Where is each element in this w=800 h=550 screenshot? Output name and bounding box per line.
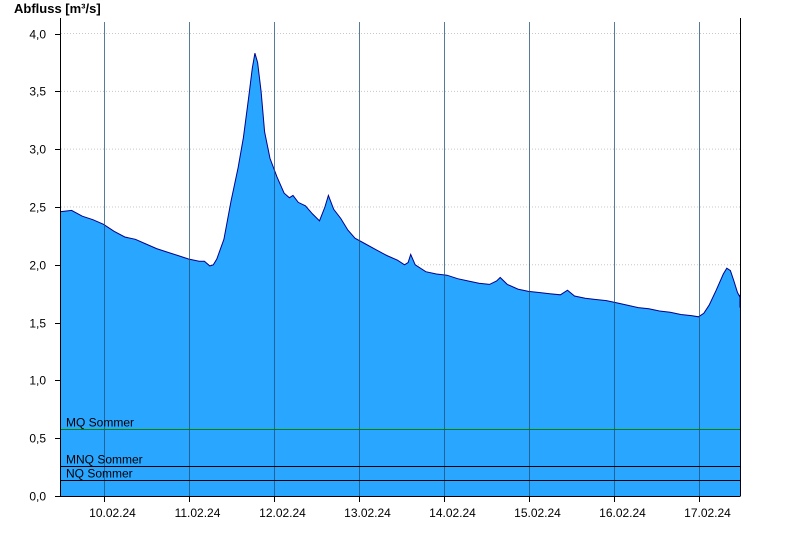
y-tick-label: 1,0 <box>29 374 46 388</box>
reference-label: MQ Sommer <box>66 416 134 430</box>
reference-label: MNQ Sommer <box>66 453 143 467</box>
y-ticks: 0,0 0,5 1,0 1,5 2,0 2,5 3,0 3,5 4,0 <box>29 28 61 504</box>
x-tick-label: 10.02.24 <box>89 506 136 520</box>
y-axis-label: Abfluss [m³/s] <box>14 1 101 16</box>
area-layer <box>60 53 741 496</box>
y-tick-label: 2,5 <box>29 201 46 215</box>
x-tick-label: 11.02.24 <box>175 506 221 520</box>
y-tick-label: 3,5 <box>29 85 46 99</box>
y-tick-label: 1,5 <box>29 317 46 331</box>
reference-label: NQ Sommer <box>66 467 133 481</box>
axes <box>60 18 741 497</box>
x-tick-label: 17.02.24 <box>684 506 731 520</box>
x-tick-label: 13.02.24 <box>344 506 391 520</box>
x-ticks: 10.02.24 11.02.24 12.02.24 13.02.24 14.02.24… <box>89 496 731 520</box>
x-tick-label: 14.02.24 <box>429 506 476 520</box>
x-tick-label: 15.02.24 <box>514 506 561 520</box>
y-tick-label: 3,0 <box>29 143 46 157</box>
y-tick-label: 4,0 <box>29 28 46 42</box>
day-separators <box>104 22 700 496</box>
y-tick-label: 0,5 <box>29 432 46 446</box>
x-tick-label: 12.02.24 <box>259 506 306 520</box>
x-tick-label: 16.02.24 <box>599 506 646 520</box>
discharge-area <box>61 53 740 496</box>
discharge-line <box>60 53 741 318</box>
y-tick-label: 2,0 <box>29 259 46 273</box>
y-tick-label: 0,0 <box>29 490 46 504</box>
